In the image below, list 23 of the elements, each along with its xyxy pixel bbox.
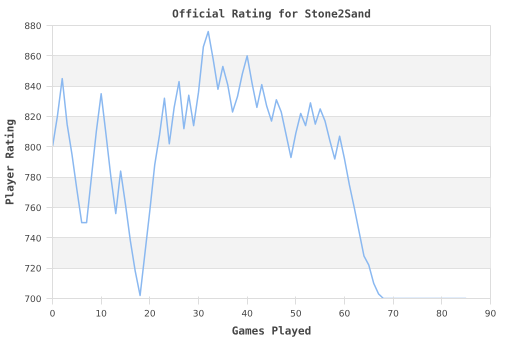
chart-title: Official Rating for Stone2Sand bbox=[172, 8, 371, 20]
y-tick-label: 700 bbox=[24, 295, 42, 305]
y-tick-label: 720 bbox=[24, 264, 42, 275]
y-tick-label: 860 bbox=[24, 52, 42, 62]
y-tick-label: 820 bbox=[24, 113, 42, 123]
y-tick-label: 740 bbox=[24, 234, 42, 244]
x-tick-label: 0 bbox=[50, 310, 56, 320]
x-tick-label: 10 bbox=[95, 310, 108, 320]
x-tick-label: 80 bbox=[436, 310, 448, 320]
y-tick-label: 840 bbox=[24, 82, 42, 93]
y-tick-label: 800 bbox=[24, 143, 42, 154]
y-tick-label: 760 bbox=[24, 204, 42, 214]
x-tick-label: 40 bbox=[241, 310, 254, 320]
y-tick-label: 880 bbox=[24, 22, 42, 32]
y-tick-label: 780 bbox=[24, 174, 42, 184]
x-tick-label: 70 bbox=[387, 310, 400, 320]
x-tick-label: 30 bbox=[192, 310, 204, 320]
x-tick-label: 60 bbox=[338, 310, 350, 320]
x-axis-title: Games Played bbox=[232, 324, 312, 338]
x-tick-label: 90 bbox=[484, 310, 496, 320]
x-tick-label: 50 bbox=[290, 310, 302, 320]
y-axis-title: Player Rating bbox=[3, 118, 16, 206]
x-tick-label: 20 bbox=[144, 310, 156, 320]
